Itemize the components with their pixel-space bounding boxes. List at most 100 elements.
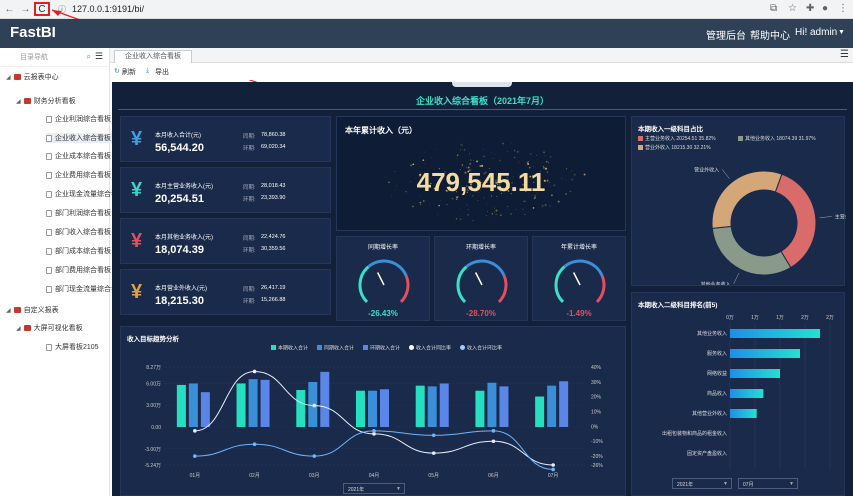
sparkle-dot bbox=[433, 187, 436, 190]
chevron-down-icon[interactable]: ▼ bbox=[838, 29, 845, 36]
tree-node[interactable]: ◢ 云报表中心 bbox=[6, 72, 59, 82]
trend-point bbox=[491, 439, 496, 444]
tab-menu-icon[interactable]: ☰ bbox=[840, 49, 849, 60]
gauge-dial bbox=[554, 259, 606, 304]
help-link[interactable]: 帮助中心 bbox=[750, 31, 790, 42]
sparkle-dot bbox=[429, 203, 431, 205]
bookmark-star-icon[interactable]: ☆ bbox=[788, 3, 797, 14]
tree-node[interactable]: 部门收入综合看板 bbox=[46, 227, 111, 237]
sparkle-dot bbox=[384, 175, 386, 177]
sparkle-dot bbox=[491, 152, 492, 153]
dashboard-title: 企业收入综合看板（2021年7月） bbox=[415, 96, 550, 106]
rank-bar bbox=[730, 329, 820, 338]
forward-icon[interactable]: → bbox=[20, 3, 31, 15]
tree-node[interactable]: 部门成本综合看板 bbox=[46, 246, 111, 256]
sparkle-dot bbox=[394, 190, 396, 192]
tree-node[interactable]: 部门费用综合看板 bbox=[46, 265, 111, 275]
year-select[interactable]: 2021年 ▼ bbox=[343, 483, 405, 494]
sparkle-dot bbox=[461, 164, 463, 166]
tree-node[interactable]: 企业利润综合看板 bbox=[46, 114, 111, 124]
collapse-menu-icon[interactable]: ☰ bbox=[94, 51, 103, 61]
kpi-card-main: ¥ 本月主营业务收入(元) 20,254.51 同期: 28,018.43 环期… bbox=[120, 167, 331, 213]
gauge-value: -1.49% bbox=[566, 309, 592, 318]
sparkle-dot bbox=[490, 216, 491, 217]
tree-node[interactable]: 部门现金流量综合看板 bbox=[46, 284, 125, 294]
trend-ytick-left: 0.00 bbox=[151, 425, 161, 431]
kpi-huanqi-value: 15,266.88 bbox=[261, 297, 286, 303]
sparkle-dot bbox=[561, 177, 563, 179]
trend-point bbox=[252, 369, 257, 374]
tree-node[interactable]: 部门利润综合看板 bbox=[46, 208, 111, 218]
user-menu[interactable]: Hi! admin bbox=[795, 27, 838, 38]
sparkle-dot bbox=[461, 144, 463, 146]
sparkle-dot bbox=[549, 212, 551, 214]
extensions-icon[interactable]: ✚ bbox=[806, 3, 815, 14]
profile-icon[interactable]: ● bbox=[822, 3, 829, 14]
chevron-down-icon: ▼ bbox=[723, 481, 728, 487]
report-icon bbox=[46, 247, 52, 255]
tree-node[interactable]: ◢ 财务分析看板 bbox=[16, 96, 76, 106]
refresh-icon[interactable]: ↻ bbox=[114, 68, 120, 75]
tree-node[interactable]: 大屏看板2105 bbox=[46, 342, 99, 352]
sparkle-dot bbox=[529, 175, 532, 178]
sparkle-dot bbox=[507, 179, 509, 181]
trend-xtick: 06月 bbox=[488, 473, 499, 479]
browser-toolbar: ← → C ⓘ 127.0.0.1:9191/bi/ ⧉ ☆ ✚ ● ⋮ bbox=[0, 0, 853, 19]
export-icon[interactable]: ⤓ bbox=[146, 67, 150, 74]
sparkle-dot bbox=[467, 209, 470, 211]
sparkle-dot bbox=[494, 179, 497, 182]
refresh-button[interactable]: 刷新 bbox=[122, 69, 136, 76]
share-icon[interactable]: ⧉ bbox=[770, 3, 778, 14]
tab-income-dashboard[interactable]: 企业收入综合看板 bbox=[114, 50, 192, 63]
trend-bar bbox=[176, 384, 186, 427]
trend-legend-label: 环期收入合计 bbox=[370, 345, 400, 352]
address-bar[interactable]: 127.0.0.1:9191/bi/ bbox=[72, 4, 145, 14]
sparkle-dot bbox=[571, 170, 573, 172]
sparkle-dot bbox=[515, 196, 517, 197]
year-select-2[interactable]: 2021年 ▼ bbox=[672, 478, 732, 489]
back-icon[interactable]: ← bbox=[4, 3, 15, 15]
sparkle-dot bbox=[456, 158, 457, 160]
sparkle-dot bbox=[543, 151, 545, 154]
sparkle-dot bbox=[456, 191, 458, 193]
sparkle-dot bbox=[491, 182, 492, 184]
tree-node[interactable]: 企业费用综合看板 bbox=[46, 170, 111, 180]
collapse-handle[interactable] bbox=[452, 82, 512, 87]
sparkle-dot bbox=[502, 142, 504, 145]
sparkle-dot bbox=[534, 195, 536, 197]
reload-button[interactable]: C bbox=[34, 2, 50, 16]
month-select[interactable]: 07月 ▼ bbox=[738, 478, 798, 489]
sparkle-dot bbox=[477, 181, 479, 183]
sparkle-dot bbox=[486, 202, 488, 204]
sparkle-dot bbox=[409, 164, 413, 167]
sparkle-dot bbox=[422, 200, 425, 202]
sparkle-dot bbox=[503, 144, 504, 146]
kpi-tongqi-value: 78,860.38 bbox=[261, 132, 286, 138]
menu-icon[interactable]: ⋮ bbox=[838, 3, 848, 14]
sparkle-dot bbox=[483, 172, 486, 175]
trend-bar bbox=[368, 390, 377, 427]
sidebar-search[interactable]: 目录导航 ⌕ ☰ bbox=[0, 48, 109, 67]
sparkle-dot bbox=[485, 215, 487, 217]
kpi-value: 56,544.20 bbox=[155, 142, 204, 154]
tree-node[interactable]: 企业成本综合看板 bbox=[46, 151, 111, 161]
search-icon[interactable]: ⌕ bbox=[86, 52, 91, 61]
tree-node[interactable]: ◢ 自定义报表 bbox=[6, 305, 59, 315]
rank-tick-label: 1万 bbox=[776, 315, 784, 321]
kpi-huanqi-value: 69,020.34 bbox=[261, 144, 286, 150]
sparkle-dot bbox=[494, 207, 496, 209]
site-info-icon[interactable]: ⓘ bbox=[58, 4, 66, 14]
admin-link[interactable]: 管理后台 bbox=[706, 31, 746, 42]
rank-category-label: 服务收入 bbox=[707, 350, 727, 357]
yen-icon: ¥ bbox=[131, 179, 143, 201]
sparkle-dot bbox=[492, 157, 494, 160]
tree-node[interactable]: 企业现金流量综合看板 bbox=[46, 189, 125, 199]
sparkle-dot bbox=[542, 165, 543, 166]
gauge-title: 同期增长率 bbox=[367, 245, 398, 251]
rank-category-label: 网络收益 bbox=[707, 370, 727, 377]
tree-node[interactable]: ◢ 大屏可视化看板 bbox=[16, 323, 83, 333]
export-button[interactable]: 导出 bbox=[155, 69, 169, 76]
tree-node[interactable]: 企业收入综合看板 bbox=[46, 133, 126, 143]
gauge-needle bbox=[572, 272, 581, 286]
report-icon bbox=[46, 285, 52, 293]
